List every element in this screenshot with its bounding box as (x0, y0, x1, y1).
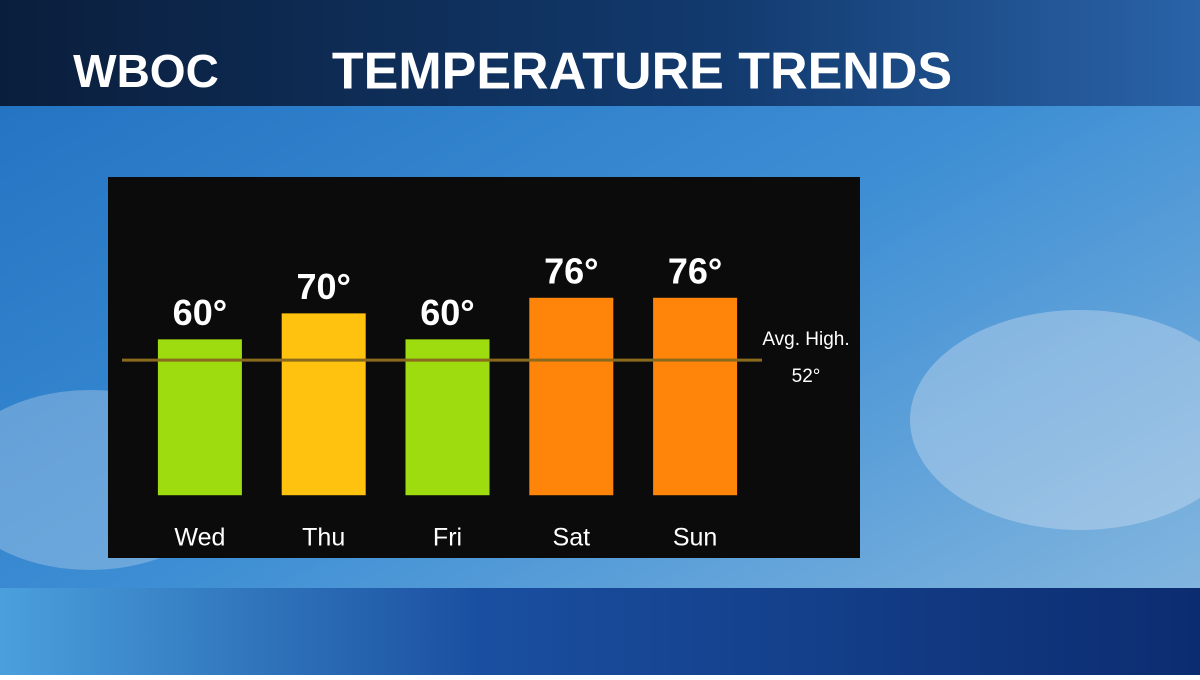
x-tick-label: Thu (302, 524, 345, 552)
bar (529, 297, 614, 496)
value-label: 70° (296, 266, 350, 307)
x-tick-label: Sun (673, 524, 717, 552)
logo: WBOC (73, 45, 219, 97)
value-label: 60° (173, 292, 227, 333)
bar (405, 339, 490, 496)
cloud (910, 310, 1200, 530)
footer-band (0, 588, 1200, 675)
reference-value-label: 52° (792, 366, 821, 387)
bar (653, 297, 738, 496)
value-label: 76° (544, 250, 598, 291)
reference-label: Avg. High. (762, 329, 849, 350)
x-tick-label: Fri (433, 524, 462, 552)
x-tick-label: Sat (553, 524, 591, 552)
bar (157, 339, 242, 496)
chart-title: TEMPERATURE TRENDS (332, 43, 952, 101)
header-band (0, 0, 1200, 106)
value-label: 76° (668, 250, 722, 291)
x-tick-label: Wed (174, 524, 225, 552)
bar (281, 313, 366, 496)
value-label: 60° (420, 292, 474, 333)
